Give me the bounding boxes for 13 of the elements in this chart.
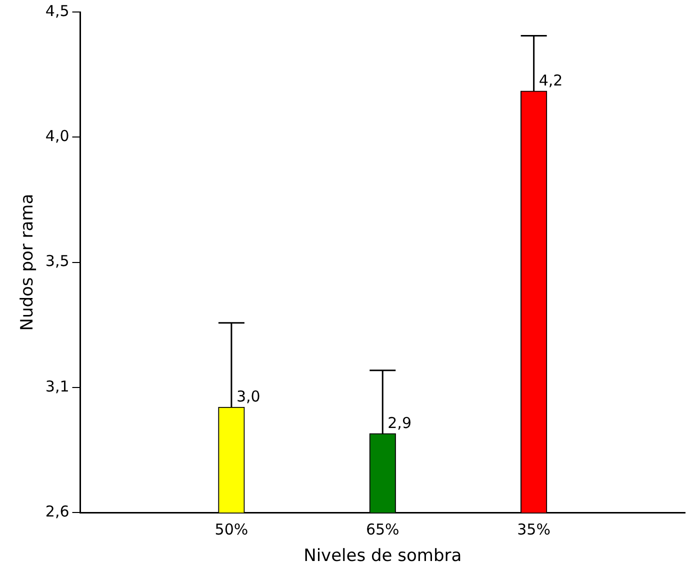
x-tick-label: 65% bbox=[366, 520, 400, 538]
y-tick-label: 4,0 bbox=[45, 127, 70, 146]
y-axis-title: Nudos por rama bbox=[18, 194, 38, 331]
y-tick-label: 3,5 bbox=[45, 252, 70, 270]
x-axis-title: Niveles de sombra bbox=[304, 546, 462, 566]
data-label: 2,9 bbox=[388, 414, 412, 432]
x-tick-label: 35% bbox=[517, 520, 550, 538]
data-label: 3,0 bbox=[236, 388, 260, 406]
y-tick-label: 3,1 bbox=[45, 377, 70, 396]
data-label: 4,2 bbox=[538, 71, 563, 90]
x-tick-label: 50% bbox=[214, 520, 248, 538]
y-tick-label: 2,6 bbox=[45, 502, 70, 520]
y-tick-label: 4,5 bbox=[45, 2, 70, 20]
